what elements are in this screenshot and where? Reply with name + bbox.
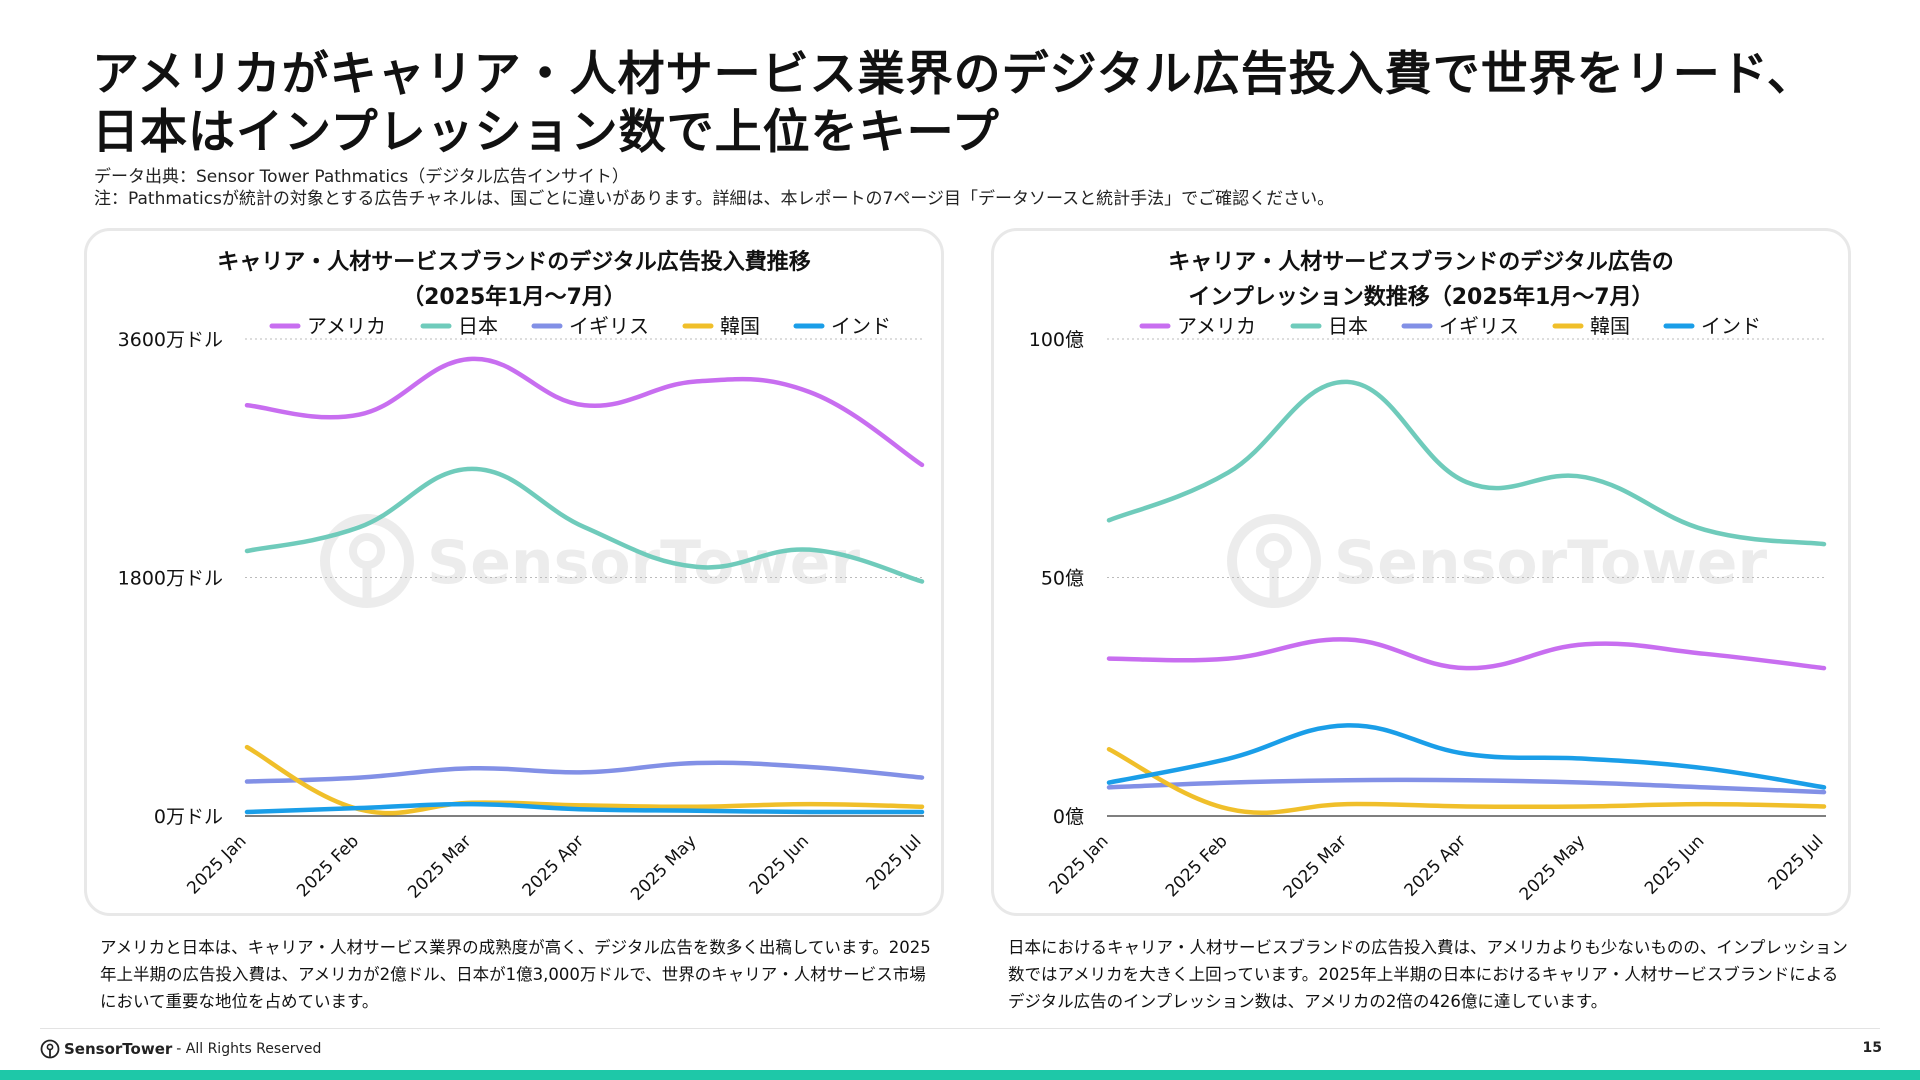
- x-tick-label: 2025 Jun: [1641, 831, 1708, 898]
- watermark: SensorTower: [1227, 514, 1767, 608]
- sensor-tower-logo-icon: [40, 1039, 60, 1059]
- impressions-chart-title-line-1: キャリア・人材サービスブランドのデジタル広告の: [1168, 250, 1674, 275]
- legend-label: インド: [1701, 314, 1761, 338]
- footer-brand-name: SensorTower: [64, 1040, 173, 1058]
- x-tick-label: 2025 Apr: [1401, 831, 1470, 900]
- impressions-chart-title: キャリア・人材サービスブランドのデジタル広告の インプレッション数推移（2025…: [994, 245, 1848, 315]
- legend-label: イギリス: [569, 314, 649, 338]
- x-tick-label: 2025 Jun: [746, 831, 813, 898]
- legend-label: 韓国: [720, 314, 760, 338]
- y-tick-label: 100億: [1029, 329, 1084, 351]
- x-tick-label: 2025 Apr: [519, 831, 588, 900]
- impressions-description: 日本におけるキャリア・人材サービスブランドの広告投入費は、アメリカよりも少ないも…: [1008, 938, 1848, 1011]
- watermark-logo-icon-core: [349, 533, 385, 569]
- y-tick-label: 0億: [1053, 806, 1084, 828]
- page-title-line-2: 日本はインプレッション数で上位をキープ: [92, 105, 1000, 160]
- series-line: [244, 466, 925, 584]
- data-note: 注：Pathmaticsが統計の対象とする広告チャネルは、国ごとに違いがあります…: [94, 189, 1335, 209]
- spend-description: アメリカと日本は、キャリア・人材サービス業界の成熟度が高く、デジタル広告を数多く…: [100, 938, 931, 1011]
- impressions-chart-title-line-2: インプレッション数推移（2025年1月〜7月）: [1188, 285, 1654, 310]
- legend-label: イギリス: [1439, 314, 1519, 338]
- series-line: [1106, 746, 1827, 816]
- footer-divider: [40, 1028, 1880, 1029]
- footer-brand: SensorTower - All Rights Reserved: [40, 1038, 321, 1060]
- series-line: [244, 801, 925, 815]
- x-tick-label: 2025 Jul: [862, 831, 925, 894]
- spend-chart-title: キャリア・人材サービスブランドのデジタル広告投入費推移 （2025年1月〜7月）: [87, 245, 941, 315]
- legend-label: アメリカ: [307, 314, 386, 338]
- x-tick-label: 2025 Jan: [183, 831, 250, 898]
- watermark-logo-icon-core: [1256, 533, 1292, 569]
- series-line: [1106, 379, 1827, 547]
- page-title: アメリカがキャリア・人材サービス業界のデジタル広告投入費で世界をリード、 日本は…: [92, 46, 1852, 162]
- x-tick-label: 2025 May: [627, 831, 700, 904]
- y-tick-label: 0万ドル: [154, 806, 223, 828]
- page-number: 15: [1862, 1040, 1882, 1056]
- impressions-chart-panel: キャリア・人材サービスブランドのデジタル広告の インプレッション数推移（2025…: [991, 228, 1851, 916]
- series-line: [244, 760, 925, 784]
- x-tick-label: 2025 Mar: [1280, 831, 1351, 902]
- series-line: [1106, 723, 1827, 790]
- spend-line-chart: SensorTower 0万ドル 1800万ドル 3600万ドル 2025 Jan 202…: [118, 314, 926, 905]
- y-tick-label: 1800万ドル: [118, 568, 223, 590]
- spend-chart-panel: キャリア・人材サービスブランドのデジタル広告投入費推移 （2025年1月〜7月）…: [84, 228, 944, 916]
- legend-label: 日本: [1328, 314, 1368, 338]
- x-tick-label: 2025 Jan: [1045, 831, 1112, 898]
- legend-label: アメリカ: [1177, 314, 1256, 338]
- impressions-line-chart: SensorTower 0億 50億 100億 2025 Jan 2025 Feb 2025…: [1029, 314, 1828, 905]
- data-source: データ出典：Sensor Tower Pathmatics（デジタル広告インサイ…: [94, 167, 629, 187]
- x-tick-label: 2025 Jul: [1764, 831, 1827, 894]
- watermark-text: SensorTower: [427, 528, 860, 598]
- series-line: [1106, 637, 1827, 671]
- y-tick-label: 50億: [1041, 568, 1084, 590]
- accent-bar: [0, 1070, 1920, 1080]
- x-tick-label: 2025 Mar: [404, 831, 475, 902]
- x-tick-label: 2025 Feb: [1162, 831, 1232, 901]
- watermark: SensorTower: [320, 514, 860, 608]
- watermark-logo-icon: [1227, 514, 1321, 608]
- x-tick-label: 2025 May: [1516, 831, 1589, 904]
- footer-rights: - All Rights Reserved: [176, 1041, 322, 1057]
- legend-label: 韓国: [1590, 314, 1630, 338]
- series-line: [1106, 777, 1827, 795]
- legend-label: 日本: [458, 314, 498, 338]
- legend-label: インド: [831, 314, 891, 338]
- watermark-text: SensorTower: [1334, 528, 1767, 598]
- series-line: [244, 356, 925, 468]
- x-tick-label: 2025 Feb: [293, 831, 363, 901]
- page-title-line-1: アメリカがキャリア・人材サービス業界のデジタル広告投入費で世界をリード、: [92, 47, 1815, 102]
- spend-chart-title-line-2: （2025年1月〜7月）: [402, 285, 626, 310]
- y-tick-label: 3600万ドル: [118, 329, 223, 351]
- spend-chart-title-line-1: キャリア・人材サービスブランドのデジタル広告投入費推移: [217, 250, 811, 275]
- watermark-logo-icon: [320, 514, 414, 608]
